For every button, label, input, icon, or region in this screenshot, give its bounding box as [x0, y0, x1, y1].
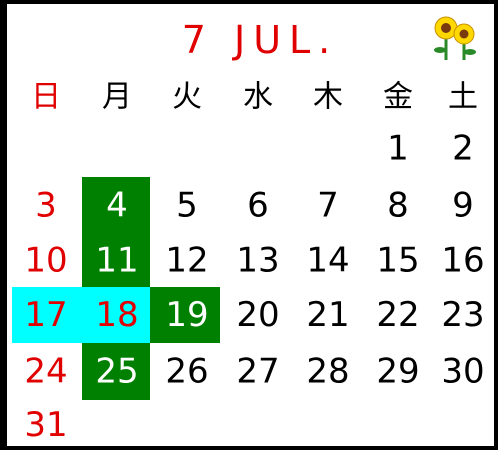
day-highlight — [150, 287, 220, 343]
highlights — [12, 177, 220, 400]
weekday-label: 土 — [448, 80, 478, 115]
day-number: 16 — [441, 241, 484, 281]
day-highlight — [12, 287, 82, 343]
day-number: 7 — [317, 186, 339, 226]
day-number: 14 — [306, 241, 349, 281]
day-number: 15 — [376, 241, 419, 281]
day-number: 12 — [165, 241, 208, 281]
sunflower-icon — [434, 16, 476, 60]
day-number: 2 — [452, 129, 474, 169]
day-number: 19 — [165, 295, 208, 335]
day-number: 22 — [376, 295, 419, 335]
day-number: 18 — [95, 295, 138, 335]
day-number: 27 — [236, 352, 279, 392]
day-number: 1 — [387, 129, 409, 169]
day-number: 11 — [95, 241, 138, 281]
day-number: 23 — [441, 295, 484, 335]
day-highlight — [82, 177, 150, 234]
day-number: 3 — [35, 186, 57, 226]
day-number: 29 — [376, 352, 419, 392]
weekday-label: 水 — [243, 80, 273, 115]
day-number: 13 — [236, 241, 279, 281]
weekday-label: 日 — [31, 80, 61, 115]
day-highlight — [82, 287, 150, 343]
day-number: 10 — [24, 241, 67, 281]
day-number: 31 — [24, 405, 67, 445]
weekday-label: 火 — [172, 80, 202, 115]
day-number: 25 — [95, 352, 138, 392]
day-number: 8 — [387, 186, 409, 226]
day-highlight — [82, 343, 150, 400]
day-number: 24 — [24, 352, 67, 392]
day-number: 30 — [441, 352, 484, 392]
weekday-label: 月 — [102, 80, 132, 115]
day-number: 4 — [106, 186, 128, 226]
calendar-grid: 日月火水木金土1 23 4 5 6 7 8 910 11 12 13 14 15 1617 18 19 20 21… — [24, 80, 484, 446]
month-title: 7 JUL. — [182, 18, 339, 62]
day-number: 9 — [452, 186, 474, 226]
day-highlight — [82, 234, 150, 287]
weekday-label: 木 — [313, 80, 343, 115]
day-number: 5 — [176, 186, 198, 226]
day-number: 26 — [165, 352, 208, 392]
day-number: 21 — [306, 295, 349, 335]
day-number: 6 — [247, 186, 269, 226]
day-number: 17 — [24, 295, 67, 335]
day-number: 20 — [236, 295, 279, 335]
weekday-label: 金 — [383, 80, 413, 115]
day-number: 28 — [306, 352, 349, 392]
